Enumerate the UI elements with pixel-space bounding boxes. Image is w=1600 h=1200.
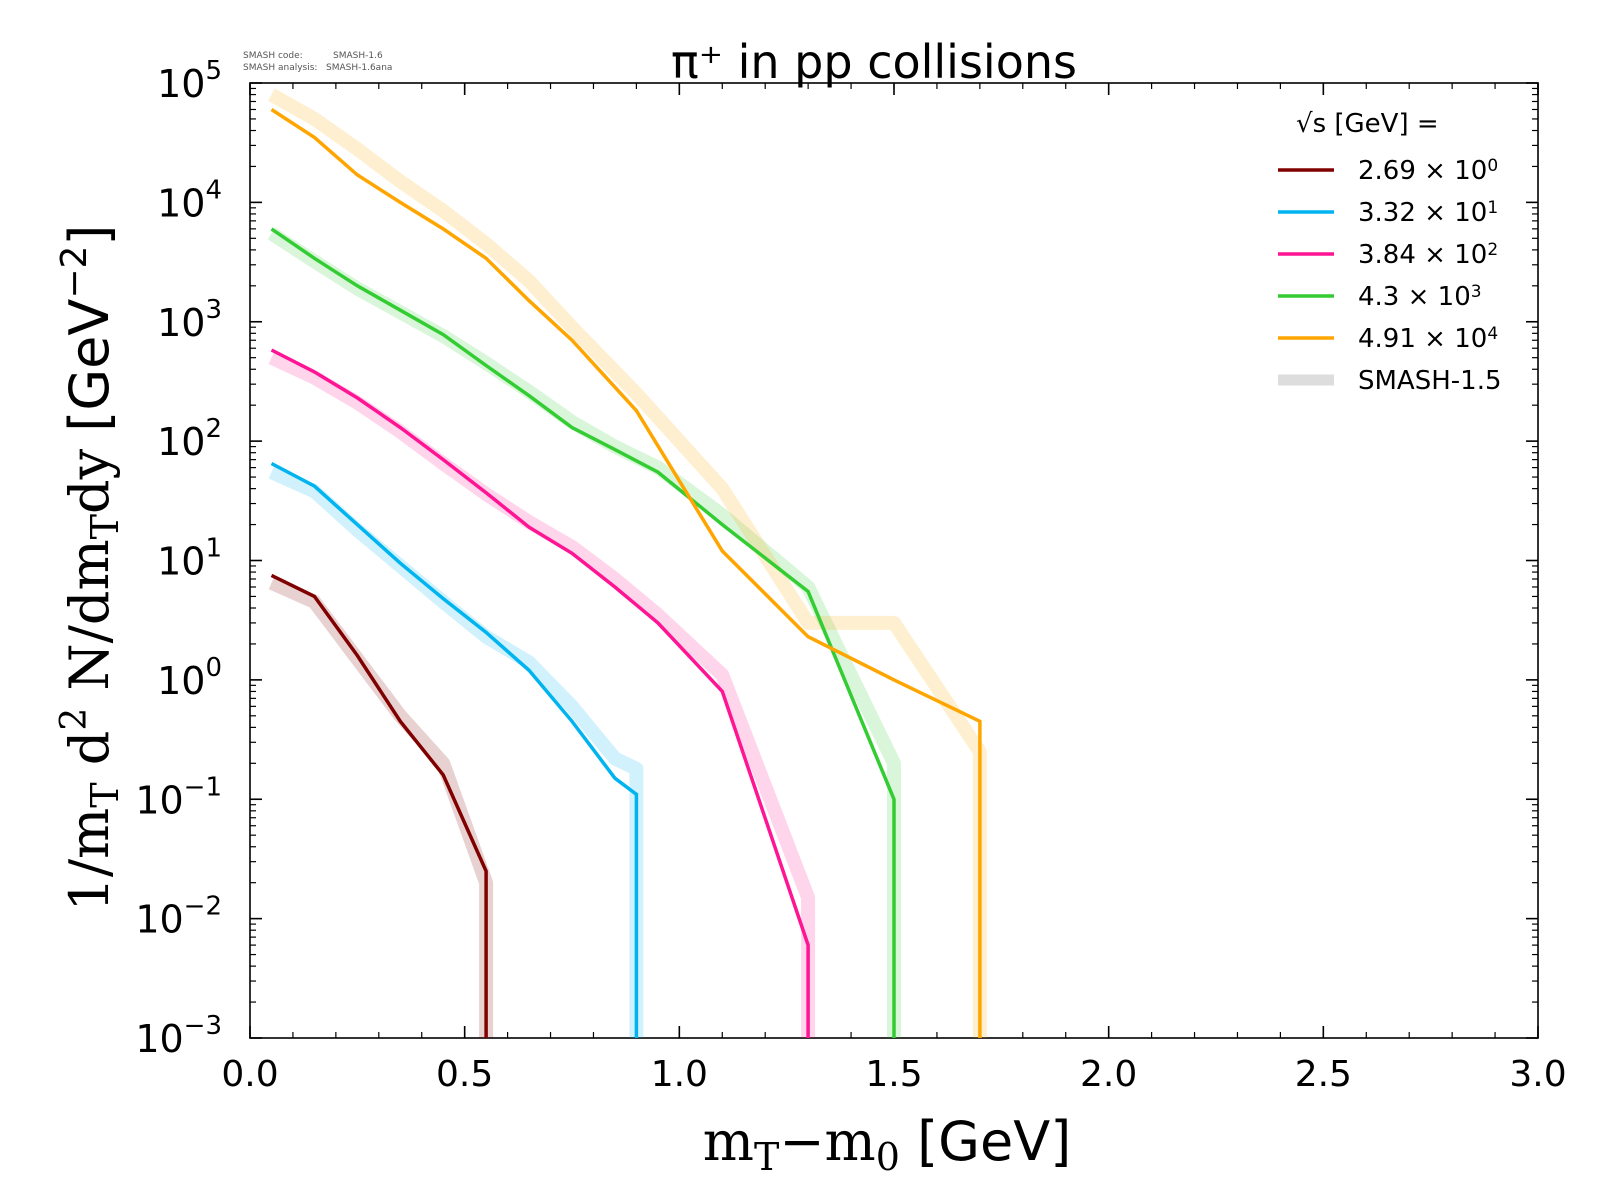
series-line (270, 573, 488, 1038)
legend-label-mantissa: 4.91 × (1358, 324, 1454, 354)
legend-label-mantissa: 2.69 × (1358, 156, 1454, 186)
x-tick-label: 1.5 (865, 1054, 922, 1095)
y-tick-label: 103 (157, 295, 222, 345)
y-tick-exponent: −3 (184, 1011, 222, 1041)
y-tick-label: 104 (157, 175, 222, 225)
y-tick-base: 10 (135, 778, 183, 822)
series-line (270, 348, 810, 1038)
legend-label: 3.84 × 102 (1358, 240, 1498, 270)
y-tick-base: 10 (157, 62, 205, 106)
chart-title: π⁺ in pp collisions (671, 35, 1077, 89)
y-tick-base: 10 (135, 1017, 183, 1061)
x-tick-label: 1.0 (651, 1054, 708, 1095)
y-axis-label: 1/mT d2 N/dmTdy [GeV−2] (54, 225, 127, 912)
y-tick-base: 10 (135, 898, 183, 942)
legend-label-exponent: 3 (1471, 282, 1482, 302)
x-tick-label: 0.5 (436, 1054, 493, 1095)
reference-line (268, 576, 494, 1038)
series-line (270, 461, 639, 1038)
legend-label-exponent: 2 (1487, 240, 1498, 260)
y-tick-exponent: 3 (205, 295, 222, 325)
legend-label: 2.69 × 100 (1358, 156, 1498, 186)
y-tick-label: 101 (157, 534, 222, 584)
legend-label-mantissa: 3.32 × (1358, 198, 1454, 228)
x-tick-label: 2.0 (1080, 1054, 1137, 1095)
legend-label-reference: SMASH-1.5 (1358, 366, 1502, 396)
y-tick-label: 10−1 (135, 772, 222, 822)
legend-label-mantissa: 4.3 × (1358, 282, 1438, 312)
y-tick-base: 10 (157, 540, 205, 584)
y-tick-exponent: 5 (205, 56, 222, 86)
reference-line (268, 88, 987, 1038)
x-tick-label: 0.0 (221, 1054, 278, 1095)
y-tick-base: 10 (157, 181, 205, 225)
watermark-code-label: SMASH code: (243, 51, 303, 61)
legend-label-mantissa: 3.84 × (1358, 240, 1454, 270)
legend-label-base: 10 (1454, 240, 1487, 270)
legend-title: √s [GeV] = (1296, 109, 1439, 139)
data-lines (270, 108, 982, 1038)
legend-label: 4.91 × 104 (1358, 324, 1498, 354)
legend-label: 3.32 × 101 (1358, 198, 1498, 228)
reference-line (267, 227, 901, 1038)
y-tick-exponent: 2 (205, 414, 222, 444)
x-tick-label: 2.5 (1295, 1054, 1352, 1095)
y-tick-label: 10−2 (135, 892, 222, 942)
y-tick-exponent: −2 (184, 892, 222, 922)
legend-label-base: 10 (1454, 156, 1487, 186)
y-tick-exponent: −1 (184, 772, 222, 802)
legend-label-exponent: 4 (1487, 324, 1498, 344)
y-tick-base: 10 (157, 420, 205, 464)
reference-lines (267, 88, 987, 1038)
legend-label: 4.3 × 103 (1358, 282, 1482, 312)
watermark-analysis-label: SMASH analysis: (243, 63, 317, 73)
y-tick-label: 100 (157, 653, 222, 703)
series-line (270, 108, 982, 1038)
legend-label-exponent: 1 (1487, 198, 1498, 218)
y-tick-label: 105 (157, 56, 222, 106)
reference-line (268, 465, 644, 1038)
x-tick-label: 3.0 (1509, 1054, 1566, 1095)
legend-label-base: 10 (1454, 324, 1487, 354)
legend-label-base: 10 (1438, 282, 1471, 312)
axis-ticks (249, 82, 1539, 1039)
legend-label-exponent: 0 (1487, 156, 1498, 176)
reference-line (268, 351, 816, 1038)
x-tick-labels: 0.0 0.5 1.0 1.5 2.0 2.5 3.0 (221, 1054, 1566, 1095)
y-tick-label: 102 (157, 414, 222, 464)
y-tick-exponent: 1 (205, 534, 222, 564)
y-tick-exponent: 0 (205, 653, 222, 683)
watermark-analysis-value: SMASH-1.6ana (326, 63, 392, 73)
y-tick-base: 10 (157, 659, 205, 703)
y-tick-exponent: 4 (205, 175, 222, 205)
y-tick-label: 10−3 (135, 1011, 222, 1061)
legend-label-base: 10 (1454, 198, 1487, 228)
series-line (270, 227, 896, 1038)
y-tick-base: 10 (157, 301, 205, 345)
x-axis-label: mT−m0 [GeV] (703, 1110, 1072, 1179)
plot-area (267, 88, 987, 1038)
watermark-code-value: SMASH-1.6 (333, 51, 383, 61)
